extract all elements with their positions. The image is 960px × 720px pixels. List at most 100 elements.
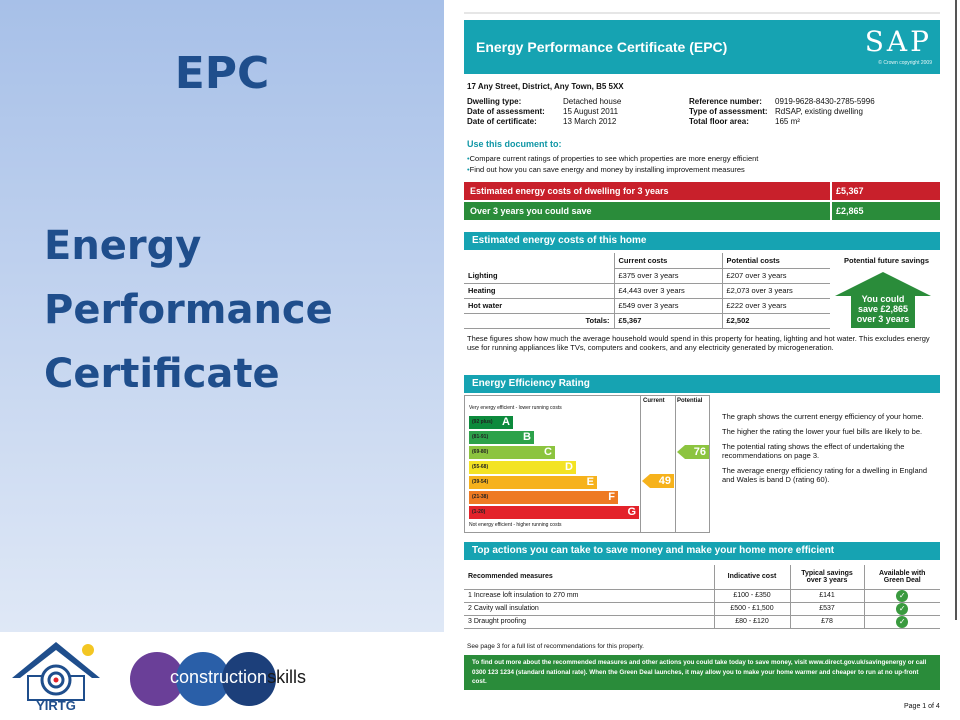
band-range: (92 plus) (472, 419, 493, 425)
table-header: Recommended measures (464, 565, 714, 590)
table-cell: ✓ (863, 602, 940, 616)
estimated-costs-header: Estimated energy costs of this home (464, 232, 940, 250)
table-row: 3 Draught proofing £80 - £120 £78 ✓ (464, 615, 940, 629)
info-label: Dwelling type: (467, 97, 522, 106)
table-cell: Lighting (464, 268, 614, 284)
info-value: 13 March 2012 (563, 117, 617, 126)
table-header-row: Recommended measures Indicative cost Typ… (464, 565, 940, 590)
list-item: Compare current ratings of properties to… (467, 153, 759, 164)
info-label: Date of certificate: (467, 117, 537, 126)
up-arrow-icon (835, 272, 931, 328)
future-line: over 3 years (856, 314, 910, 324)
band-range: (55-68) (472, 464, 489, 470)
table-cell: £78 (789, 615, 864, 629)
estimated-costs-table: Current costs Potential costs Lighting £… (464, 253, 830, 329)
rating-band-g: (1-20) G (469, 506, 639, 519)
crown-copyright: © Crown copyright 2009 (878, 60, 932, 66)
note-paragraph: The higher the rating the lower your fue… (722, 427, 923, 436)
logo-circle-navy (222, 652, 276, 706)
band-letter: G (627, 506, 636, 518)
page-number: Page 1 of 4 (904, 703, 940, 710)
table-cell: Heating (464, 283, 614, 299)
info-value: RdSAP, existing dwelling (775, 107, 863, 116)
table-cell: £222 over 3 years (721, 298, 830, 314)
potential-column-header: Potential (677, 398, 703, 404)
divider (830, 182, 832, 200)
rating-number: 76 (693, 446, 706, 458)
yirtg-logo-text: YIRTG (36, 698, 76, 713)
section-title: Top actions you can take to save money a… (472, 545, 835, 556)
cost-bar-value: £5,367 (836, 186, 864, 196)
band-range: (81-91) (472, 434, 489, 440)
table-header: Typical savings over 3 years (789, 565, 864, 590)
table-header: Indicative cost (713, 565, 790, 590)
list-item: Find out how you can save energy and mon… (467, 164, 758, 175)
sap-logo: SAP (864, 25, 932, 58)
band-range: (21-38) (472, 494, 489, 500)
totals-row: Totals: £5,367 £2,502 (464, 313, 830, 329)
info-value: 0919-9628-8430-2785-5996 (775, 97, 875, 106)
rating-header: Energy Efficiency Rating (464, 375, 940, 393)
subtitle-line: Energy (44, 223, 202, 269)
section-title: Estimated energy costs of this home (472, 235, 647, 246)
rating-band-e: (39-54) E (469, 476, 597, 489)
current-column-header: Current (643, 398, 665, 404)
top-actions-header: Top actions you can take to save money a… (464, 542, 940, 560)
info-value: 165 m² (775, 117, 800, 126)
savings-bar-value: £2,865 (836, 206, 864, 216)
band-letter: F (608, 491, 615, 503)
logo-circle-blue (176, 652, 230, 706)
band-range: (39-54) (472, 479, 489, 485)
logo-wordmark: constructionskills (170, 667, 306, 688)
table-cell: £5,367 (613, 313, 722, 329)
band-letter: D (565, 461, 573, 473)
epc-document: Energy Performance Certificate (EPC) SAP… (444, 0, 960, 720)
band-letter: E (586, 476, 594, 488)
logo-word-skills: skills (267, 667, 307, 687)
rating-number: 49 (658, 475, 671, 487)
table-header: Potential costs (721, 253, 830, 269)
table-header: Available with Green Deal (863, 565, 940, 590)
future-savings-header: Potential future savings (843, 256, 930, 265)
check-icon: ✓ (896, 615, 909, 628)
use-document-list: Compare current ratings of properties to… (467, 153, 759, 175)
estimated-cost-bar: Estimated energy costs of dwelling for 3… (464, 182, 940, 200)
band-range: (1-20) (472, 509, 486, 515)
table-header-row: Current costs Potential costs (464, 253, 830, 269)
table-cell: ✓ (863, 615, 940, 629)
table-cell: £375 over 3 years (613, 268, 722, 284)
table-cell: 3 Draught proofing (464, 615, 714, 629)
table-cell: £2,073 over 3 years (721, 283, 830, 299)
table-row: Lighting £375 over 3 years £207 over 3 y… (464, 268, 830, 284)
subtitle-line: Certificate (44, 351, 280, 397)
rating-band-d: (55-68) D (469, 461, 576, 474)
table-cell: £141 (789, 589, 864, 603)
figures-note: These figures show how much the average … (467, 334, 930, 352)
table-row: 1 Increase loft insulation to 270 mm £10… (464, 589, 940, 603)
band-letter: A (502, 416, 510, 428)
rating-band-a: (92 plus) A (469, 416, 513, 429)
table-header: Current costs (613, 253, 722, 269)
note-paragraph: The graph shows the current energy effic… (722, 412, 924, 421)
note-paragraph: The average energy efficiency rating for… (722, 466, 927, 484)
subtitle-line: Performance (44, 287, 333, 333)
table-cell: £500 - £1,500 (713, 602, 790, 616)
current-rating-arrow (642, 474, 674, 488)
current-rating-value: 49 (642, 474, 674, 488)
band-range: (69-80) (472, 449, 489, 455)
document-right-edge (955, 0, 957, 620)
info-value: Detached house (563, 97, 622, 106)
table-cell: ✓ (863, 589, 940, 603)
note-paragraph: The potential rating shows the effect of… (722, 442, 905, 460)
info-value: 15 August 2011 (563, 107, 619, 116)
table-cell: 2 Cavity wall insulation (464, 602, 714, 616)
slide-heading: EPC (174, 48, 270, 99)
use-document-title: Use this document to: (467, 139, 562, 149)
table-cell: Hot water (464, 298, 614, 314)
see-page-note: See page 3 for a full list of recommenda… (467, 643, 644, 650)
construction-skills-logo: constructionskills (130, 652, 330, 706)
dwelling-info: Dwelling type: Detached house Reference … (467, 97, 947, 127)
table-cell: £207 over 3 years (721, 268, 830, 284)
potential-rating-arrow (677, 445, 709, 459)
logo-circle-purple (130, 652, 184, 706)
